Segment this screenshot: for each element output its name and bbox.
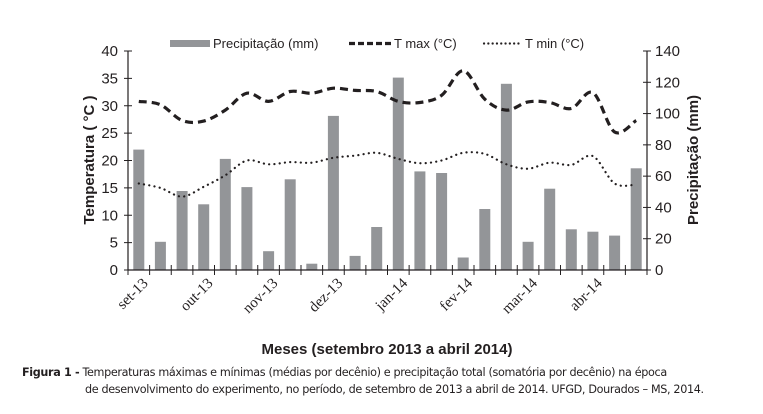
y-left-tick-label: 40 — [101, 43, 118, 60]
y-left-tick-label: 20 — [101, 153, 118, 170]
precip-bar — [392, 77, 404, 270]
x-month-label: out-13 — [178, 276, 217, 315]
x-month-label: jan-14 — [372, 275, 411, 314]
precip-bar — [284, 179, 296, 270]
tmin-line — [137, 151, 638, 198]
precip-bar — [414, 171, 426, 270]
y-right-tick-label: 80 — [655, 137, 672, 154]
y-right-tick-label: 100 — [655, 106, 680, 123]
y-left-tick-label: 25 — [101, 125, 118, 142]
precip-bar — [154, 241, 166, 270]
y-left-tick-label: 10 — [101, 207, 118, 224]
precip-bar — [176, 191, 188, 270]
precip-bar — [500, 83, 512, 270]
y-left-tick-label: 30 — [101, 98, 118, 115]
tmax-line — [138, 69, 638, 135]
precip-bar — [219, 158, 231, 270]
precip-bar — [306, 263, 318, 270]
y-right-tick-label: 0 — [655, 262, 663, 279]
precip-bar — [371, 227, 383, 270]
y-right-tick-label: 60 — [655, 168, 672, 185]
precip-bar — [609, 235, 621, 270]
precip-bar — [544, 188, 556, 270]
precip-bar — [479, 209, 491, 270]
y-axis-right-title: Precipitação (mm) — [685, 95, 702, 225]
figure-label: Figura 1 - — [22, 366, 80, 379]
precip-bar — [327, 115, 339, 271]
x-month-label: nov-13 — [240, 276, 281, 317]
y-left-tick-label: 15 — [101, 180, 118, 197]
x-axis-title: Meses (setembro 2013 a abril 2014) — [262, 341, 513, 358]
precip-bar — [565, 229, 577, 270]
climate-chart: 0 5 10 15 20 25 30 35 40 0 20 40 60 80 100 120 140 set-13… — [81, 36, 702, 358]
y-left-tick-label: 35 — [101, 70, 118, 87]
x-month-label: dez-13 — [306, 276, 346, 316]
precip-bar — [457, 257, 469, 270]
x-month-label: mar-14 — [499, 275, 541, 317]
precip-bar — [198, 204, 210, 270]
precip-bar — [349, 255, 361, 270]
precipitation-bars — [133, 77, 642, 271]
x-month-label: set-13 — [114, 276, 151, 313]
precip-bar — [133, 149, 145, 270]
y-left-tick-label: 5 — [110, 235, 118, 252]
precip-bar — [436, 173, 448, 270]
x-month-label: abr-14 — [567, 275, 606, 314]
caption-line-2: de desenvolvimento do experimento, no pe… — [85, 383, 704, 396]
legend-tmax-label: T max (°C) — [394, 36, 457, 51]
y-left-tick-label: 0 — [110, 262, 118, 279]
axes: 0 5 10 15 20 25 30 35 40 0 20 40 60 80 100 120 140 set-13… — [101, 43, 680, 317]
legend-tmin-label: T min (°C) — [525, 36, 584, 51]
y-axis-left-title: Temperatura ( °C ) — [81, 95, 98, 224]
y-right-tick-label: 140 — [655, 43, 680, 60]
x-month-label: fev-14 — [437, 275, 476, 314]
precip-bar — [522, 241, 534, 270]
precip-bar — [587, 231, 599, 270]
legend-precip-label: Precipitação (mm) — [213, 36, 318, 51]
y-right-tick-label: 20 — [655, 231, 672, 248]
y-right-tick-label: 120 — [655, 74, 680, 91]
legend: Precipitação (mm) T max (°C) T min (°C) — [170, 36, 584, 51]
y-right-tick-label: 40 — [655, 199, 672, 216]
caption-line-1: Temperaturas máximas e mínimas (médias p… — [79, 366, 667, 379]
legend-precip-swatch — [170, 40, 210, 47]
precip-bar — [241, 187, 253, 270]
precip-bar — [630, 168, 642, 270]
precip-bar — [263, 251, 275, 270]
